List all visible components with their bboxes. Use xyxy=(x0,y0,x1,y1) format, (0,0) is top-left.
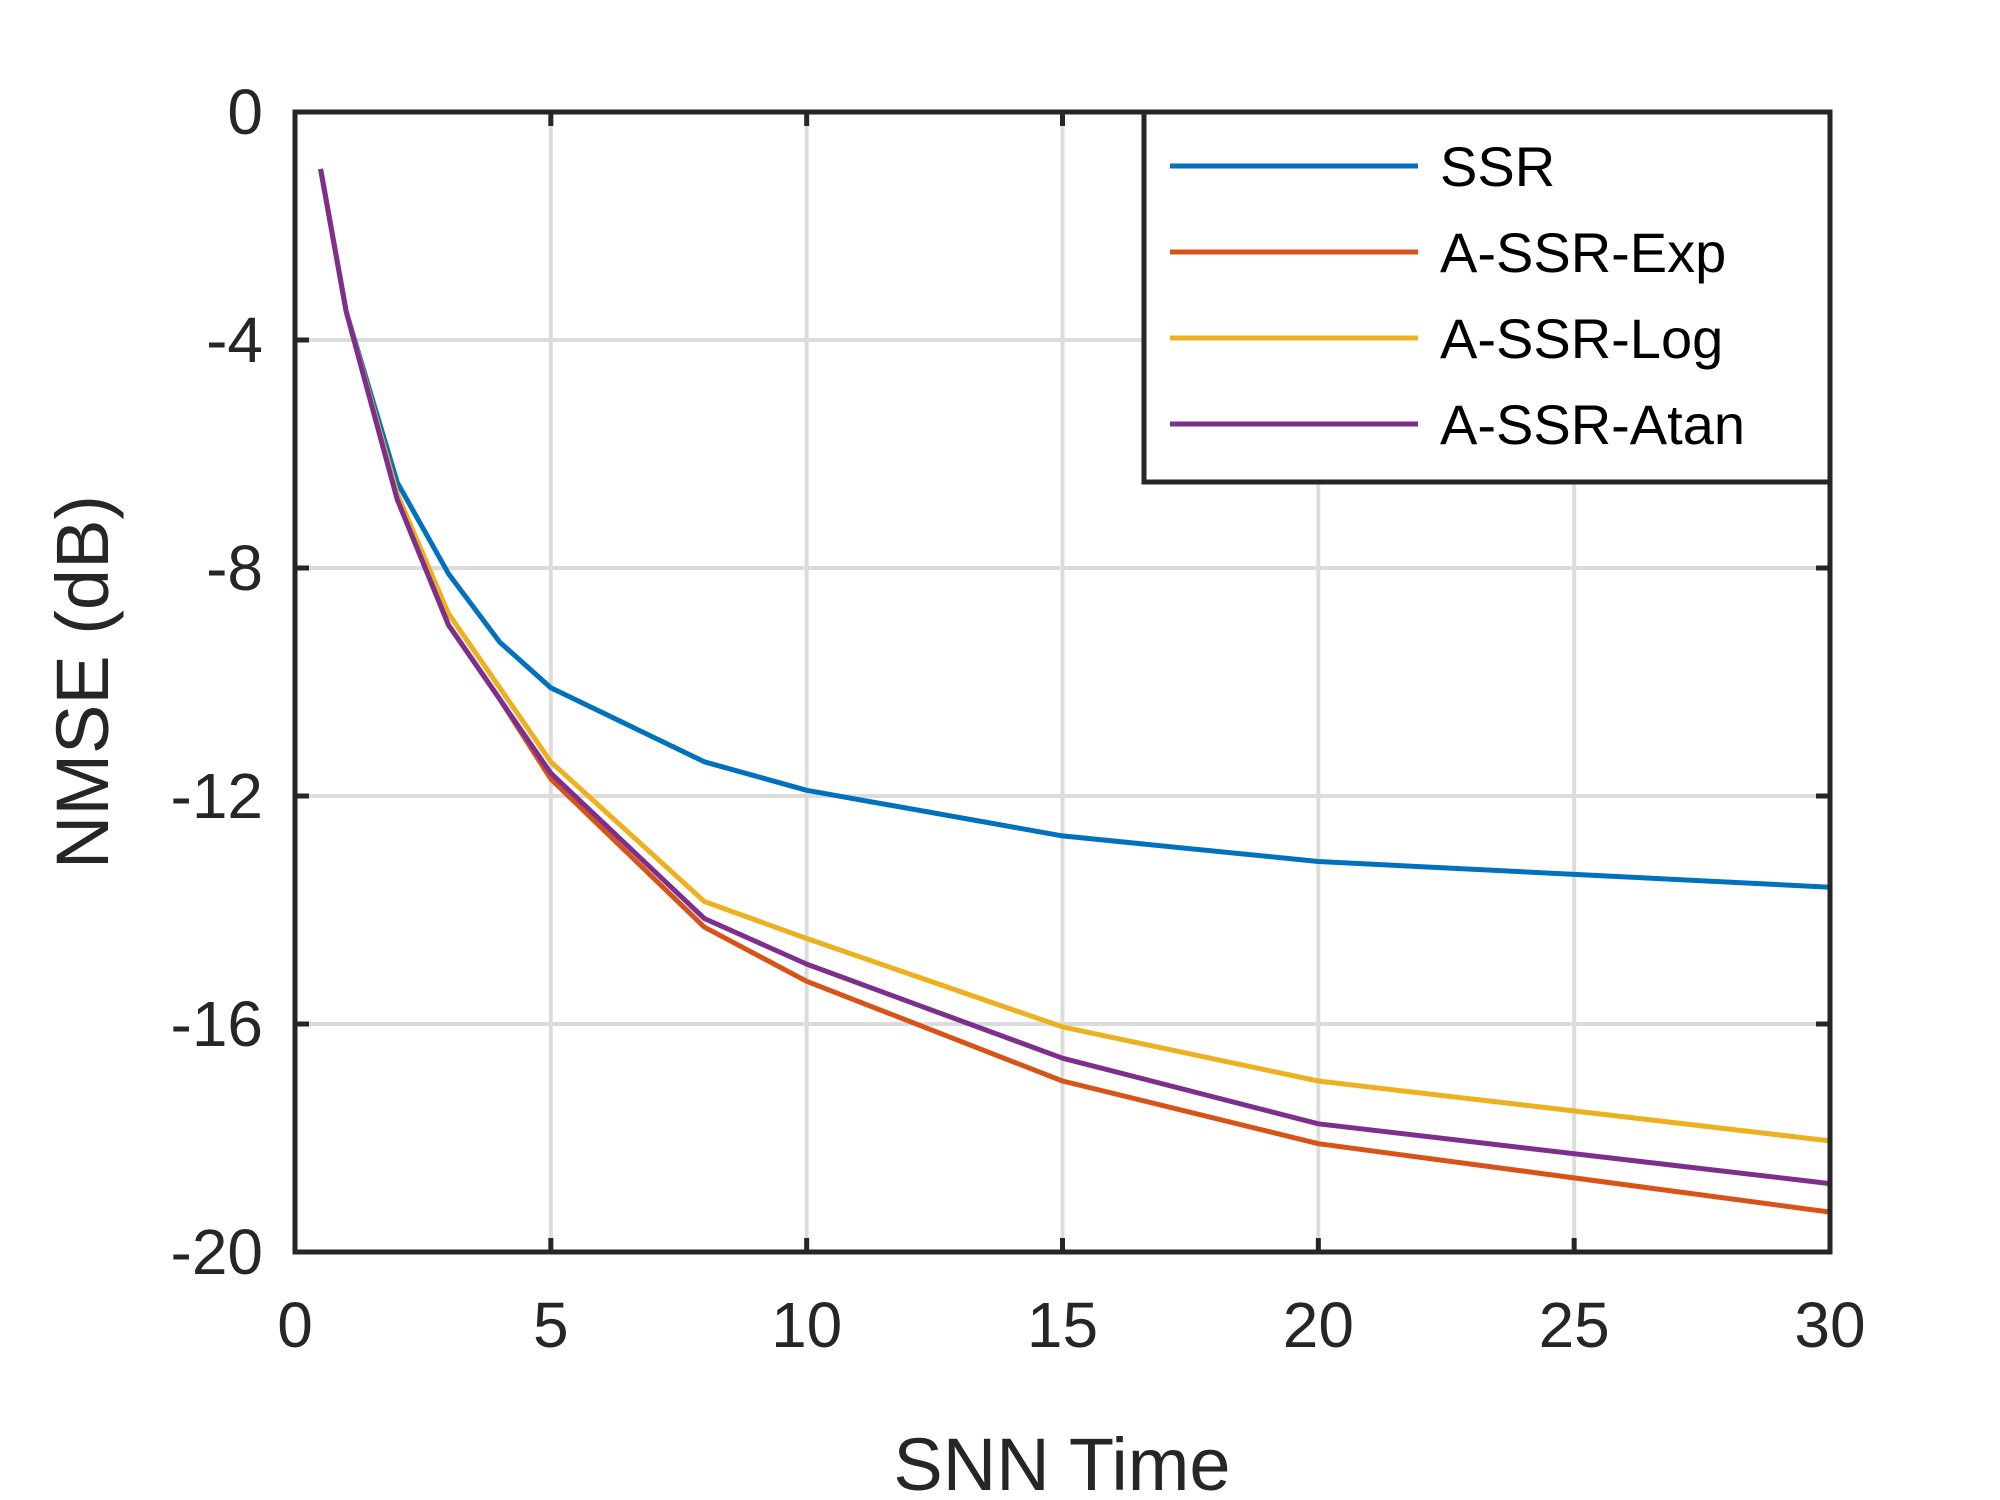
legend-label-a-ssr-log: A-SSR-Log xyxy=(1440,307,1723,370)
y-tick-label: -16 xyxy=(171,988,264,1060)
x-tick-label: 25 xyxy=(1539,1289,1610,1361)
y-tick-label: 0 xyxy=(227,76,263,148)
y-tick-labels: 0 -4 -8 -12 -16 -20 xyxy=(171,76,264,1288)
x-tick-label: 20 xyxy=(1283,1289,1354,1361)
y-tick-label: -8 xyxy=(206,532,263,604)
y-tick-label: -4 xyxy=(206,304,263,376)
legend-label-a-ssr-exp: A-SSR-Exp xyxy=(1440,221,1726,284)
x-tick-labels: 0 5 10 15 20 25 30 xyxy=(277,1289,1865,1361)
y-axis-title: NMSE (dB) xyxy=(41,495,124,869)
x-axis-title: SNN Time xyxy=(893,1423,1230,1500)
y-tick-label: -20 xyxy=(171,1216,264,1288)
y-tick-label: -12 xyxy=(171,760,264,832)
legend-label-a-ssr-atan: A-SSR-Atan xyxy=(1440,393,1745,456)
legend-label-ssr: SSR xyxy=(1440,135,1555,198)
x-tick-label: 15 xyxy=(1027,1289,1098,1361)
series-line-a-ssr-atan xyxy=(318,168,1831,1187)
legend: SSR A-SSR-Exp A-SSR-Log A-SSR-Atan xyxy=(1141,109,1833,485)
x-tick-label: 0 xyxy=(277,1289,313,1361)
legend-box xyxy=(1141,109,1833,485)
x-tick-label: 5 xyxy=(533,1289,569,1361)
x-tick-label: 30 xyxy=(1794,1289,1865,1361)
x-tick-label: 10 xyxy=(771,1289,842,1361)
series-lines xyxy=(318,168,1831,1215)
